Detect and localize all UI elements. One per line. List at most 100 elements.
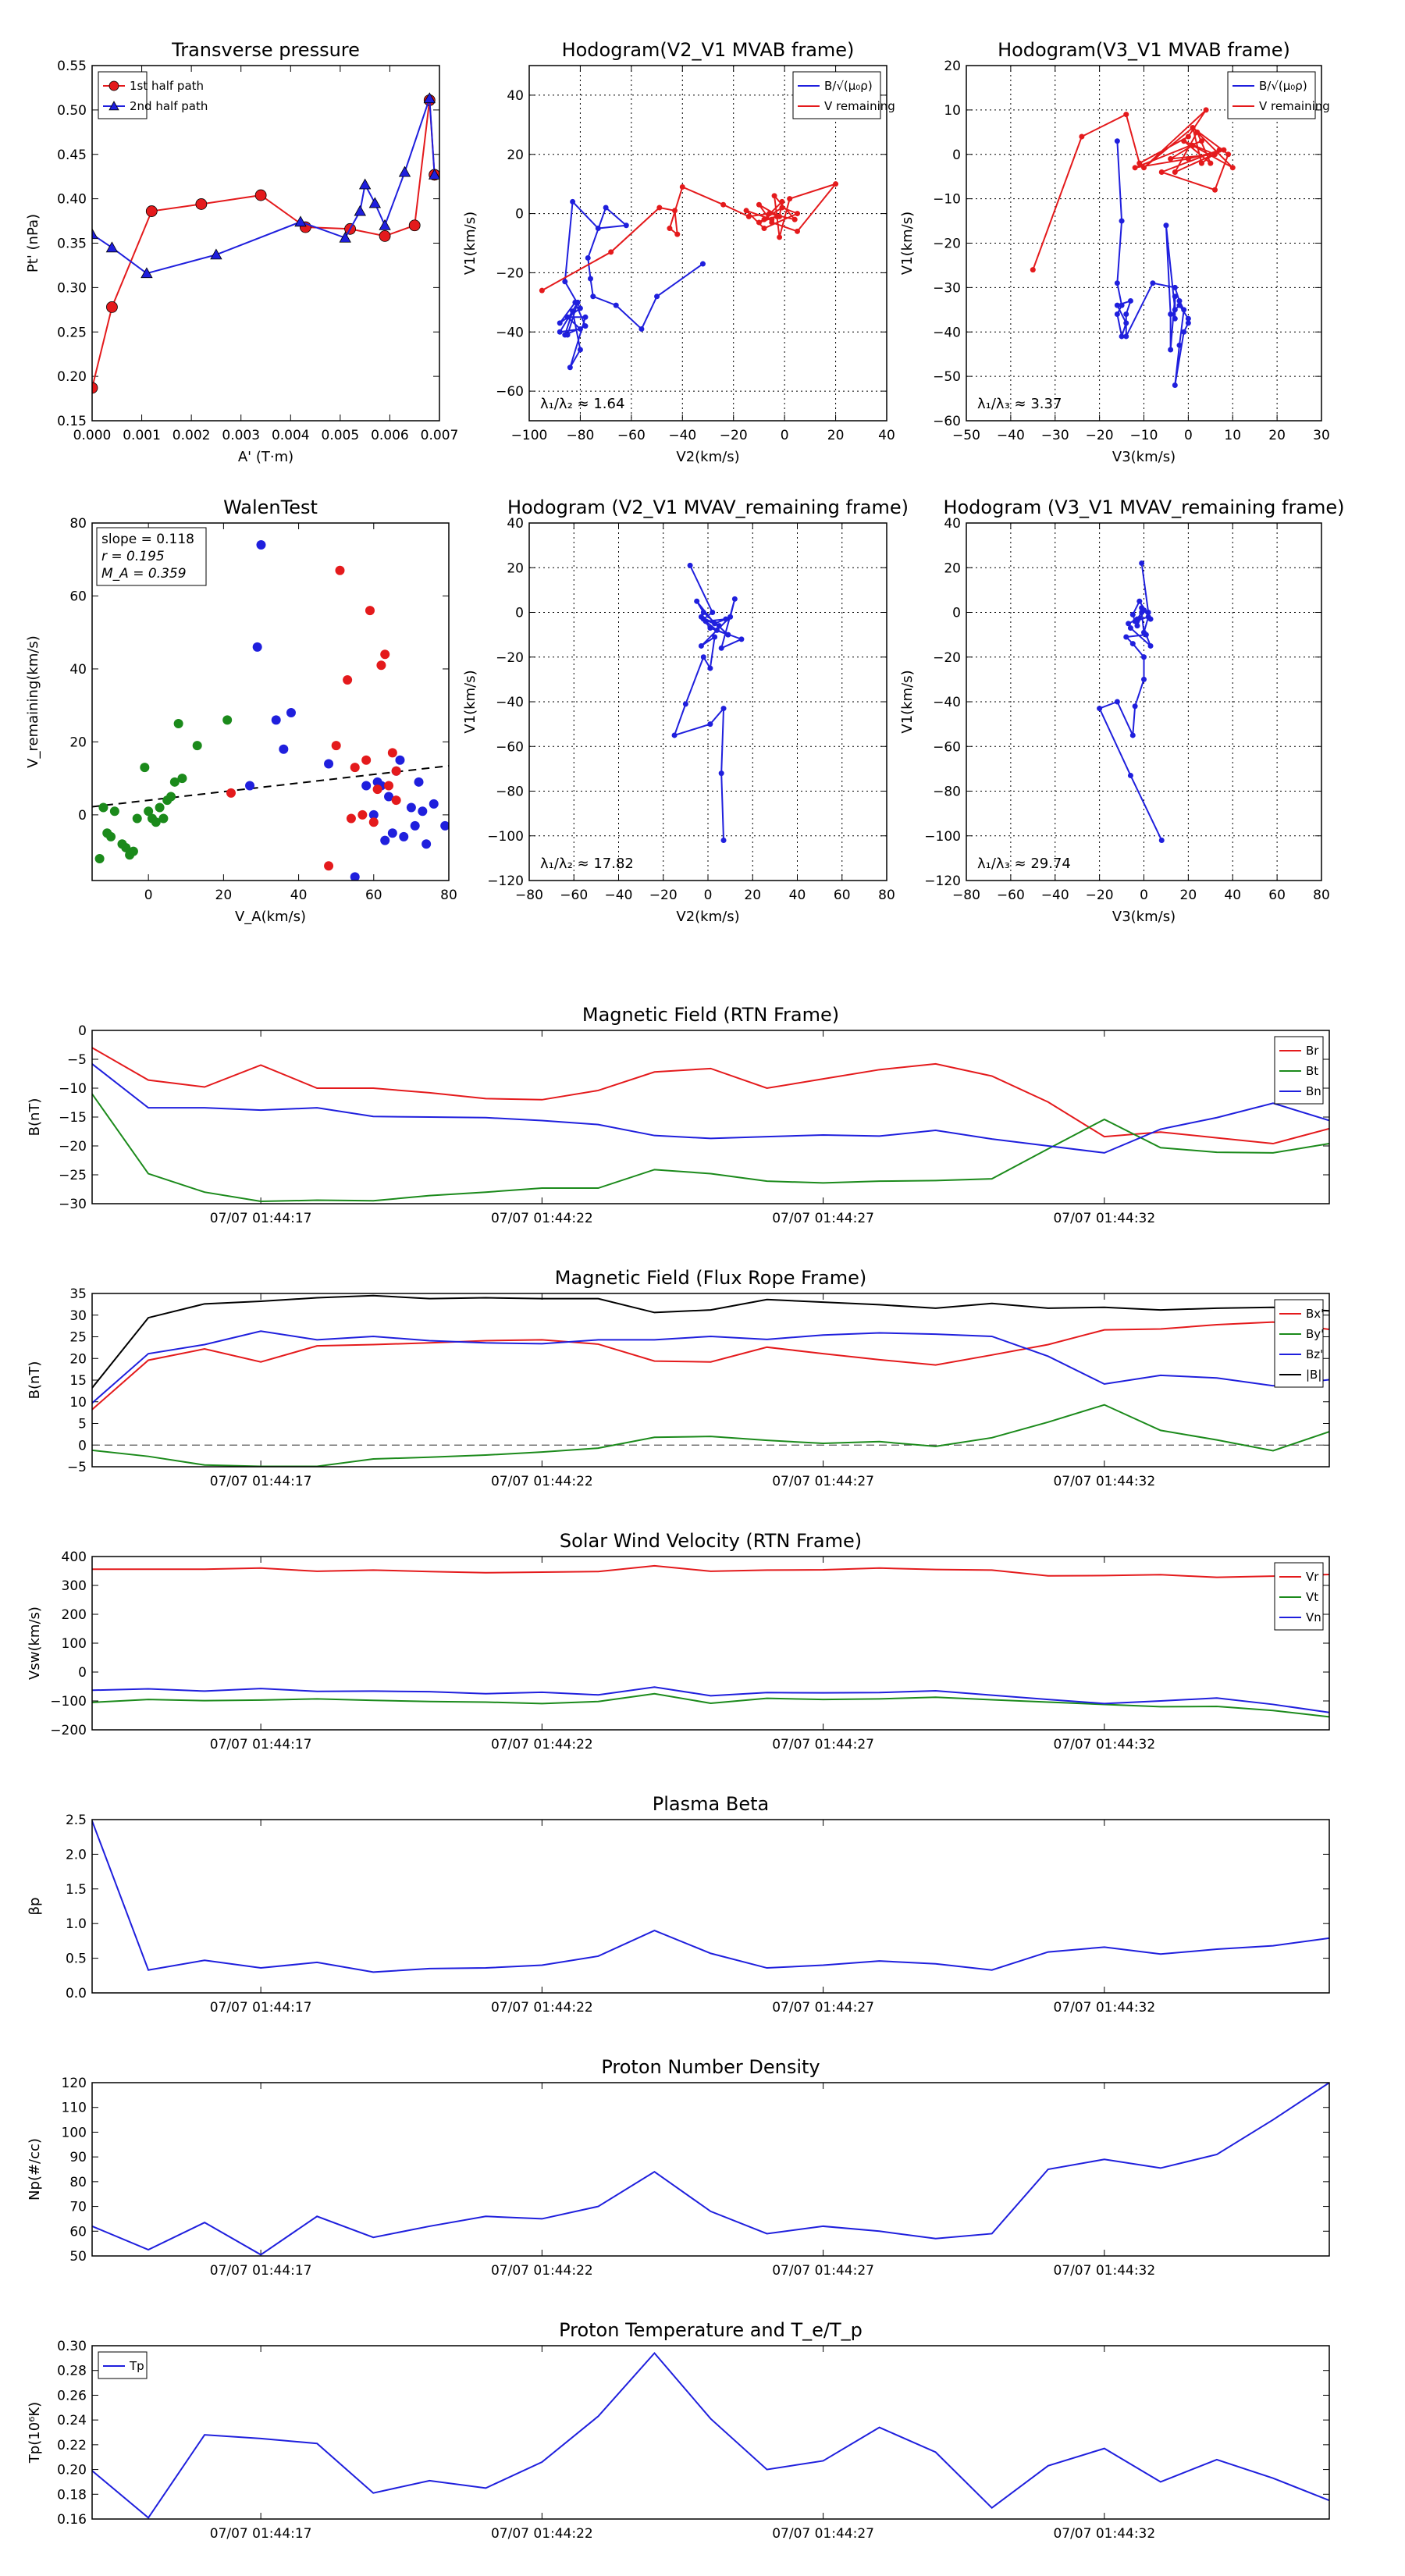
x-tick-label: −20 [720, 428, 748, 443]
data-point [582, 314, 589, 320]
data-point [557, 329, 563, 335]
data-point [570, 308, 576, 315]
series-line [92, 1093, 1329, 1203]
data-point [1129, 611, 1136, 617]
legend-label: Bx' [1306, 1307, 1324, 1321]
data-point [1172, 382, 1178, 388]
y-tick-label: 80 [69, 516, 87, 532]
x-tick-label: 30 [1313, 428, 1330, 443]
y-tick-label: 0.15 [57, 414, 87, 429]
data-point [1163, 222, 1169, 229]
y-tick-label: −80 [933, 785, 961, 800]
chart-title: Solar Wind Velocity (RTN Frame) [560, 1530, 862, 1552]
data-point [700, 616, 706, 622]
data-point [408, 219, 421, 232]
data-point [1123, 112, 1129, 118]
y-tick-label: −40 [496, 325, 524, 340]
data-point [674, 231, 681, 237]
data-point [1181, 329, 1187, 335]
x-tick-label: 0.006 [371, 428, 409, 443]
x-tick-label: 07/07 01:44:22 [491, 2263, 593, 2279]
y-tick-label: 0.20 [57, 2463, 87, 2478]
data-point [368, 817, 379, 827]
y-tick-label: −20 [933, 237, 961, 252]
x-tick-label: 40 [1224, 888, 1241, 903]
data-point [707, 721, 713, 728]
y-tick-label: 0.16 [57, 2512, 87, 2528]
chart-density: Proton Number Density 50 60 70 80 90 100 110 120… [27, 2056, 1330, 2279]
data-point [1216, 147, 1222, 153]
y-tick-label: 0 [515, 207, 524, 222]
chart-title: Hodogram (V2_V1 MVAV_remaining frame) [507, 496, 909, 518]
data-point [1212, 187, 1218, 193]
data-point [771, 193, 777, 199]
data-point [588, 276, 594, 282]
data-point [656, 205, 663, 211]
y-tick-label: 0.25 [57, 325, 87, 340]
data-point [585, 254, 591, 261]
chart-title: Transverse pressure [171, 39, 360, 61]
series-line [92, 1063, 1329, 1154]
y-tick-label: 20 [507, 560, 524, 576]
y-tick-label: −100 [487, 829, 524, 845]
y-tick-label: −100 [924, 829, 961, 845]
y-tick-label: 300 [62, 1578, 87, 1594]
legend-box [98, 71, 148, 119]
data-point [570, 198, 576, 205]
data-point [694, 598, 700, 604]
data-point [406, 802, 416, 813]
x-tick-label: −60 [997, 888, 1025, 903]
data-point [687, 562, 693, 568]
r-text: r = 0.195 [101, 549, 165, 564]
data-point [440, 820, 449, 831]
data-point [379, 219, 391, 230]
x-tick-label: 07/07 01:44:17 [210, 1474, 312, 1489]
legend-label: 1st half path [130, 79, 204, 93]
x-tick-label: −40 [997, 428, 1025, 443]
y-tick-label: 1.0 [66, 1916, 87, 1932]
data-point [105, 241, 119, 253]
data-point [1114, 311, 1120, 317]
data-point [723, 616, 729, 622]
data-point [756, 219, 762, 226]
x-tick-label: 07/07 01:44:22 [491, 1737, 593, 1752]
data-point [671, 208, 678, 214]
legend-label: Br [1306, 1044, 1319, 1058]
data-point [574, 299, 581, 305]
x-tick-label: 60 [834, 888, 851, 903]
y-tick-label: −60 [933, 414, 961, 429]
data-point [357, 809, 368, 820]
data-point [144, 806, 154, 817]
data-point [256, 540, 266, 550]
series-line [92, 1330, 1329, 1404]
data-point [1141, 629, 1147, 635]
data-point [132, 813, 142, 824]
x-tick-label: 0 [1140, 888, 1148, 903]
y-tick-label: 20 [944, 560, 961, 576]
x-tick-label: −40 [668, 428, 696, 443]
data-point [1134, 623, 1140, 629]
fit-line [92, 765, 449, 808]
data-point [335, 565, 345, 575]
data-point [384, 792, 394, 802]
data-point [418, 806, 428, 817]
x-tick-label: 80 [1313, 888, 1330, 903]
y-tick-label: 0.30 [57, 2339, 87, 2354]
data-point [761, 216, 767, 222]
series-line [92, 98, 436, 275]
data-point [1114, 280, 1120, 286]
x-tick-label: 80 [878, 888, 895, 903]
x-tick-label: 07/07 01:44:32 [1053, 1211, 1155, 1226]
data-point [795, 211, 800, 217]
data-point [700, 654, 706, 660]
data-point [1176, 302, 1183, 308]
y-tick-label: 2.5 [66, 1813, 87, 1828]
data-point [716, 623, 722, 629]
y-tick-label: 2.0 [66, 1847, 87, 1863]
data-point [1185, 155, 1191, 162]
y-tick-label: 0.0 [66, 1986, 87, 2001]
y-tick-label: −20 [933, 650, 961, 666]
data-point [1114, 699, 1120, 705]
data-point [667, 226, 673, 232]
data-point [361, 781, 372, 791]
